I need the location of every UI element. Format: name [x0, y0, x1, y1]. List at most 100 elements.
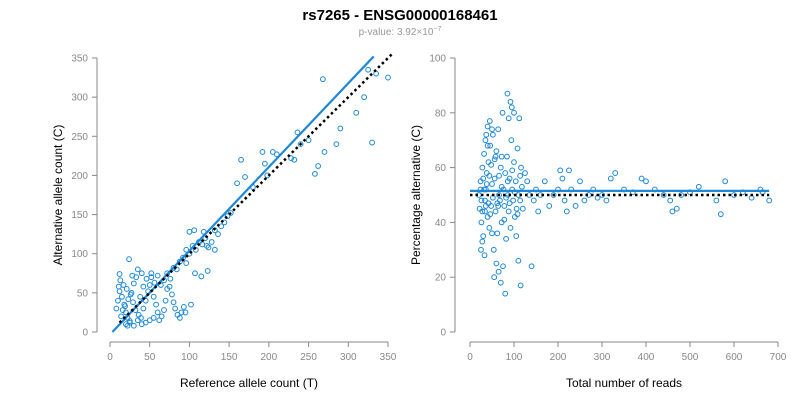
right-data-point	[638, 175, 645, 182]
left-x-tick-label: 250	[300, 352, 317, 363]
right-data-point	[508, 137, 515, 144]
left-data-point	[116, 288, 123, 295]
left-data-point	[297, 141, 304, 148]
right-data-point	[478, 197, 485, 204]
right-data-point	[713, 197, 720, 204]
left-y-tick-label: 200	[71, 171, 88, 182]
left-data-point	[115, 283, 122, 290]
left-data-point	[227, 210, 234, 216]
right-data-point	[497, 164, 504, 171]
right-data-point	[511, 159, 517, 166]
left-data-point	[134, 317, 141, 324]
left-data-point	[154, 309, 161, 316]
left-data-point	[321, 149, 328, 155]
left-data-point	[211, 246, 218, 253]
right-data-point	[483, 181, 490, 187]
right-data-point	[603, 197, 610, 204]
right-data-point	[504, 178, 511, 185]
left-data-point	[186, 228, 193, 235]
left-x-tick-label: 100	[181, 352, 198, 363]
left-data-point	[353, 109, 360, 116]
right-x-tick-label: 200	[550, 352, 567, 363]
left-y-tick-label: 100	[71, 249, 88, 260]
right-data-point	[559, 175, 566, 182]
right-data-point	[484, 123, 491, 130]
right-data-point	[577, 178, 583, 185]
right-data-point	[498, 153, 505, 160]
right-data-point	[480, 233, 487, 240]
left-y-tick-label: 250	[71, 132, 88, 143]
right-data-point	[673, 205, 680, 212]
right-data-point	[509, 167, 516, 174]
left-data-point	[182, 309, 189, 316]
left-data-point	[205, 244, 212, 251]
right-data-point	[510, 197, 517, 204]
left-data-point	[319, 76, 326, 83]
left-data-point	[242, 174, 248, 180]
right-data-point	[478, 246, 484, 253]
right-data-point	[496, 172, 502, 179]
right-y-tick-label: 60	[435, 163, 447, 174]
right-data-point	[486, 172, 493, 179]
left-data-point	[180, 304, 187, 310]
right-data-point	[504, 90, 511, 97]
left-data-point	[148, 270, 155, 277]
right-data-point	[491, 156, 498, 163]
right-data-point	[488, 161, 495, 168]
right-data-point	[506, 200, 513, 207]
left-data-point	[333, 141, 340, 148]
left-data-point	[259, 149, 266, 155]
left-data-point	[269, 149, 276, 155]
right-data-point	[530, 197, 537, 204]
left-x-axis-label: Reference allele count (T)	[180, 376, 318, 390]
left-data-point	[315, 163, 322, 169]
right-data-point	[504, 153, 510, 160]
right-data-point	[561, 197, 568, 204]
right-data-point	[566, 167, 572, 174]
right-data-point	[486, 118, 493, 124]
left-data-point	[291, 156, 298, 163]
left-data-point	[178, 309, 185, 316]
right-y-tick-label: 40	[435, 218, 447, 229]
left-data-point	[198, 273, 205, 280]
left-y-tick-label: 50	[77, 288, 89, 299]
right-data-point	[660, 192, 667, 198]
right-y-tick-label: 20	[435, 273, 447, 284]
right-data-point	[717, 211, 724, 218]
left-data-point	[126, 319, 133, 326]
left-data-point	[204, 268, 211, 274]
figure-title: rs7265 - ENSG00000168461	[302, 7, 497, 24]
right-data-point	[678, 192, 685, 198]
right-data-point	[496, 192, 502, 198]
right-data-point	[482, 208, 488, 215]
left-data-point	[183, 260, 190, 267]
left-data-point	[117, 277, 124, 284]
right-data-point	[498, 183, 505, 190]
right-data-point	[493, 260, 500, 267]
right-data-point	[513, 233, 520, 240]
left-data-point	[161, 307, 167, 313]
right-data-point	[486, 224, 493, 231]
left-data-point	[167, 275, 174, 282]
right-data-point	[493, 148, 500, 155]
right-x-tick-label: 0	[467, 352, 473, 363]
right-data-point	[479, 164, 486, 171]
right-data-point	[499, 109, 506, 116]
right-data-point	[535, 208, 542, 215]
left-data-point	[120, 282, 127, 288]
right-data-point	[572, 203, 579, 209]
right-data-point	[508, 104, 515, 111]
left-x-tick-label: 350	[380, 352, 397, 363]
pvalue-subtitle: p-value: 3.92×10−7	[359, 26, 442, 38]
pvalue-text: p-value: 3.92×10	[359, 27, 434, 38]
right-x-axis-label: Total number of reads	[566, 376, 682, 390]
right-data-point	[517, 172, 524, 179]
right-data-point	[481, 252, 488, 259]
right-data-point	[490, 246, 497, 253]
left-data-point	[208, 239, 215, 245]
right-data-point	[667, 197, 674, 204]
right-data-point	[516, 115, 523, 122]
right-data-point	[489, 181, 495, 187]
right-data-point	[507, 98, 514, 105]
right-data-point	[481, 151, 487, 157]
